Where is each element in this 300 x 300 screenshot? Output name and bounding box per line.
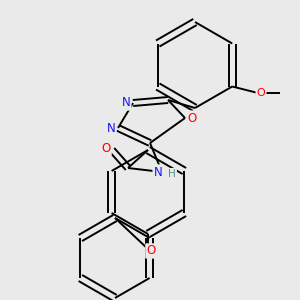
Text: O: O <box>256 88 266 98</box>
Text: O: O <box>101 142 111 154</box>
Text: N: N <box>122 97 130 110</box>
Text: H: H <box>168 169 176 179</box>
Text: O: O <box>146 244 156 257</box>
Text: N: N <box>154 166 162 178</box>
Text: O: O <box>188 112 196 124</box>
Text: N: N <box>106 122 116 134</box>
